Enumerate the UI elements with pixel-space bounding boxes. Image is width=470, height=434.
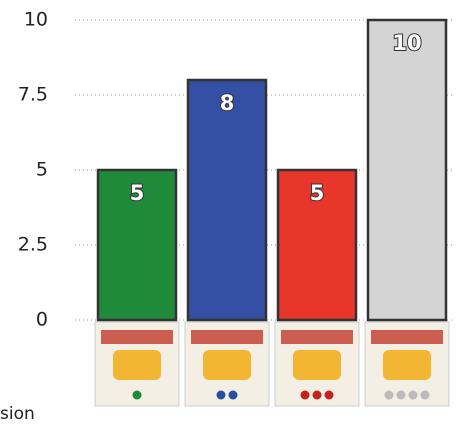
badge-dot (385, 391, 394, 400)
badge-dot (217, 391, 226, 400)
value-label: 10 (392, 31, 421, 55)
badge-emblem (383, 350, 431, 380)
badge-dot (421, 391, 430, 400)
badge-banner (191, 330, 263, 344)
badge-dot (133, 391, 142, 400)
badge-dot (313, 391, 322, 400)
value-label: 8 (220, 91, 235, 115)
badge-emblem (293, 350, 341, 380)
badge-dot (301, 391, 310, 400)
badge-banner (371, 330, 443, 344)
y-tick-label: 5 (36, 159, 48, 181)
y-tick-label: 0 (36, 309, 48, 331)
badge-emblem (113, 350, 161, 380)
y-tick-label: 10 (24, 9, 48, 31)
y-tick-label: 7.5 (18, 84, 48, 106)
value-label: 5 (130, 181, 145, 205)
badge-dot (325, 391, 334, 400)
badge-emblem (203, 350, 251, 380)
bar (368, 20, 446, 320)
badge-banner (101, 330, 173, 344)
footnote: sion (0, 404, 35, 424)
badge-dot (397, 391, 406, 400)
y-tick-label: 2.5 (18, 234, 48, 256)
badge-dot (409, 391, 418, 400)
chart: sion 0 2.5 5 7.5 10 5 8 5 10 (0, 0, 470, 434)
bar (188, 80, 266, 320)
badge-dot (229, 391, 238, 400)
badge-banner (281, 330, 353, 344)
value-label: 5 (310, 181, 325, 205)
